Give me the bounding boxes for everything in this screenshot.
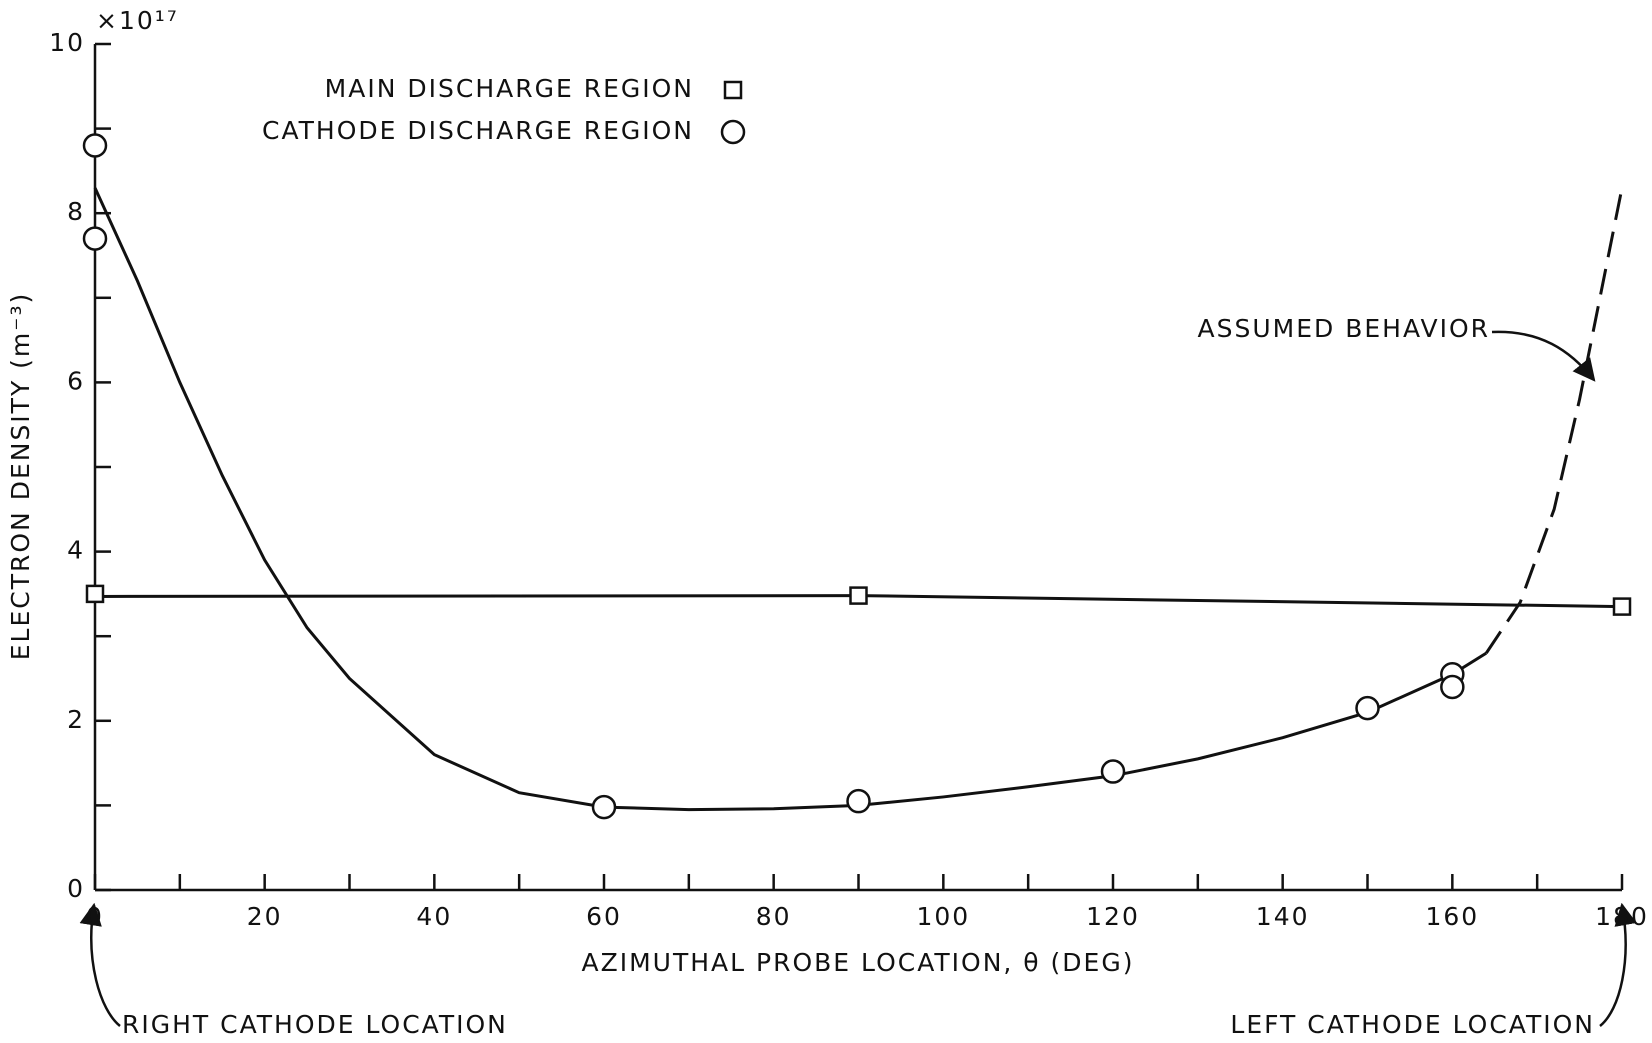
- x-axis-label: AZIMUTHAL PROBE LOCATION, θ (DEG): [582, 948, 1135, 977]
- y-tick-label: 8: [67, 197, 85, 226]
- data-point: [1100, 759, 1126, 784]
- x-tick-label: 140: [1256, 902, 1310, 931]
- x-tick-label: 0: [86, 902, 104, 931]
- data-point: [82, 226, 108, 251]
- x-tick-label: 160: [1425, 902, 1479, 931]
- arrow: [1491, 330, 1596, 382]
- y-multiplier: ×10¹⁷: [96, 6, 179, 35]
- data-point: [591, 794, 617, 820]
- data-point: [846, 788, 871, 814]
- x-tick-label: 20: [247, 902, 283, 931]
- data-point: [1355, 695, 1380, 721]
- legend-label: MAIN DISCHARGE REGION: [325, 74, 694, 103]
- data-point: [1612, 597, 1632, 616]
- x-tick-label: 80: [756, 902, 792, 931]
- data-point: [82, 133, 108, 158]
- y-axis-label: ELECTRON DENSITY (m⁻³): [6, 292, 35, 661]
- annotation: LEFT CATHODE LOCATION: [1230, 1010, 1595, 1039]
- annotation: ASSUMED BEHAVIOR: [1198, 314, 1490, 343]
- data-point: [85, 584, 105, 604]
- x-tick-label: 180: [1595, 902, 1649, 931]
- annotation: RIGHT CATHODE LOCATION: [122, 1010, 508, 1039]
- legend-label: CATHODE DISCHARGE REGION: [262, 116, 694, 145]
- y-tick-label: 6: [67, 366, 85, 395]
- y-tick-label: 4: [67, 536, 85, 565]
- y-tick-label: 0: [67, 874, 85, 903]
- legend-marker: [723, 80, 743, 100]
- legend-marker: [720, 119, 746, 145]
- fit-curve: [93, 187, 1488, 812]
- fit-curve: [1485, 187, 1624, 654]
- data-point: [1440, 674, 1465, 700]
- x-tick-label: 60: [586, 902, 622, 931]
- y-tick-label: 2: [67, 705, 85, 734]
- arrow: [79, 902, 121, 1027]
- y-tick-label: 10: [49, 28, 85, 57]
- x-tick-label: 120: [1086, 902, 1140, 931]
- x-tick-label: 40: [416, 902, 452, 931]
- x-tick-label: 100: [916, 902, 970, 931]
- arrow: [1599, 902, 1637, 1027]
- data-point: [849, 586, 868, 605]
